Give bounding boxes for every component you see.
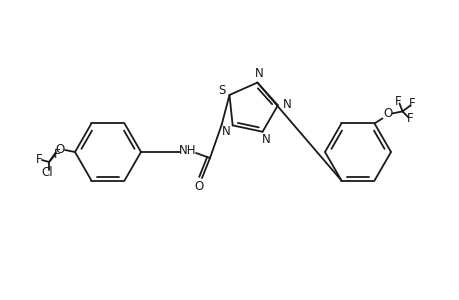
Text: O: O (55, 142, 64, 155)
Text: F: F (406, 112, 413, 125)
Text: N: N (282, 98, 291, 111)
Text: NH: NH (179, 143, 196, 157)
Text: N: N (261, 134, 270, 146)
Text: F: F (36, 152, 42, 166)
Text: O: O (383, 107, 392, 120)
Text: F: F (54, 148, 60, 160)
Text: N: N (221, 125, 230, 138)
Text: N: N (254, 67, 263, 80)
Text: F: F (394, 95, 401, 108)
Text: S: S (218, 84, 225, 97)
Text: O: O (194, 181, 203, 194)
Text: F: F (409, 97, 415, 110)
Text: Cl: Cl (41, 166, 53, 178)
